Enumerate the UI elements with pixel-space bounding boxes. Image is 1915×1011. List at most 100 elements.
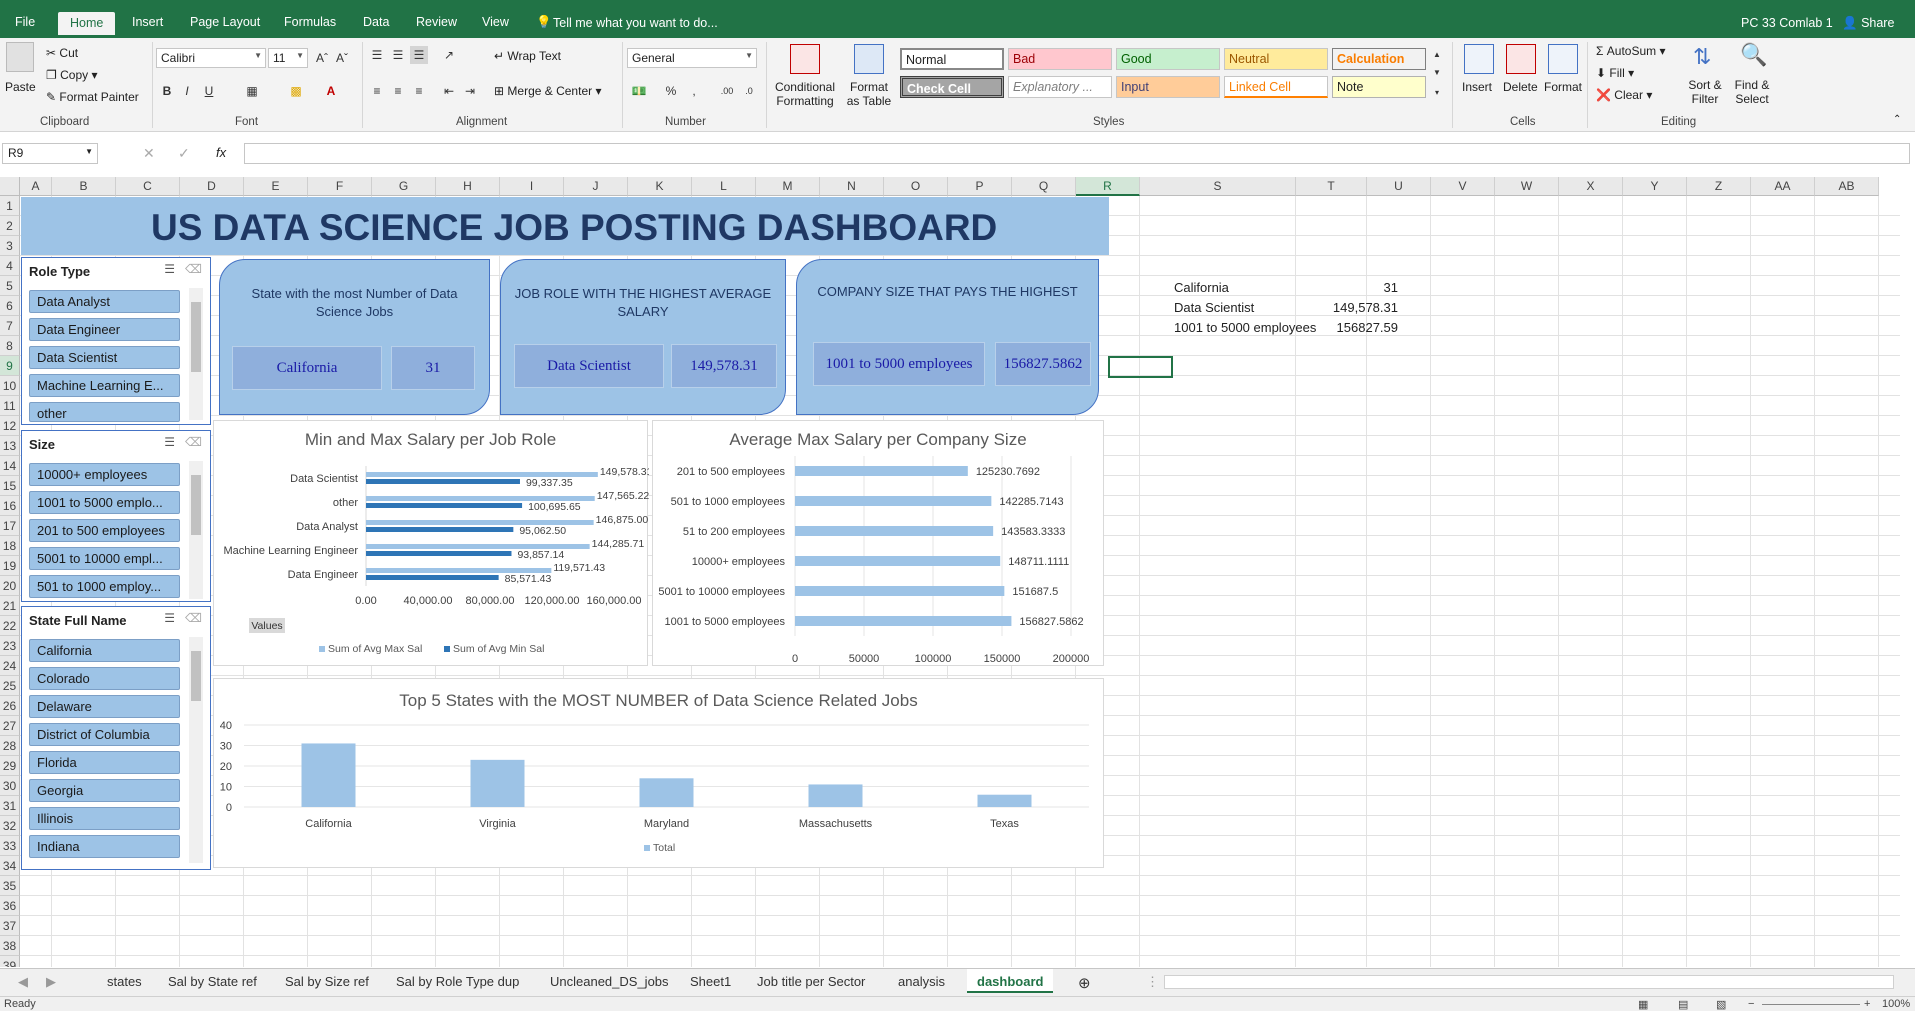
row-header-17[interactable]: 17 <box>0 516 20 536</box>
style-neutral[interactable]: Neutral <box>1224 48 1328 70</box>
clear-filter-icon[interactable]: ⌫ <box>185 611 202 625</box>
row-header-11[interactable]: 11 <box>0 396 20 416</box>
row-header-15[interactable]: 15 <box>0 476 20 496</box>
find-select-button[interactable]: Find & Select <box>1734 78 1770 106</box>
column-header-s[interactable]: S <box>1140 177 1296 196</box>
chart-avg-max-salary-size[interactable]: Average Max Salary per Company Size 0 500… <box>652 420 1104 666</box>
border-icon[interactable]: ▦ <box>246 84 258 98</box>
tab-file[interactable]: File <box>15 15 36 29</box>
page-break-view-icon[interactable]: ▧ <box>1716 999 1727 1011</box>
slicer-item[interactable]: Delaware <box>29 695 180 718</box>
row-header-36[interactable]: 36 <box>0 896 20 916</box>
row-header-26[interactable]: 26 <box>0 696 20 716</box>
row-header-18[interactable]: 18 <box>0 536 20 556</box>
column-header-aa[interactable]: AA <box>1751 177 1815 196</box>
column-header-a[interactable]: A <box>20 177 52 196</box>
tab-view[interactable]: View <box>482 15 509 29</box>
name-box[interactable]: R9 ▼ <box>2 143 98 164</box>
column-header-z[interactable]: Z <box>1687 177 1751 196</box>
row-header-32[interactable]: 32 <box>0 816 20 836</box>
column-header-r[interactable]: R <box>1076 177 1140 196</box>
tab-home[interactable]: Home <box>58 12 116 35</box>
format-cells-icon[interactable] <box>1548 44 1578 74</box>
column-header-c[interactable]: C <box>116 177 180 196</box>
column-header-h[interactable]: H <box>436 177 500 196</box>
multi-select-icon[interactable]: ☰ <box>164 611 176 625</box>
zoom-in-icon[interactable]: + <box>1864 998 1871 1010</box>
format-table-icon[interactable] <box>854 44 884 74</box>
row-header-6[interactable]: 6 <box>0 296 20 316</box>
user-name[interactable]: PC 33 Comlab 1 <box>1741 16 1833 30</box>
row-header-2[interactable]: 2 <box>0 216 20 236</box>
align-right-icon[interactable]: ≡ <box>415 84 423 98</box>
paste-icon[interactable] <box>6 42 34 72</box>
styles-more-icon[interactable]: ▾ <box>1434 88 1439 97</box>
grow-font-icon[interactable]: Aˆ <box>316 51 328 65</box>
share-button[interactable]: 👤 Share <box>1842 16 1894 31</box>
column-header-d[interactable]: D <box>180 177 244 196</box>
column-header-i[interactable]: I <box>500 177 564 196</box>
align-middle-icon[interactable]: ☰ <box>392 48 404 62</box>
column-header-l[interactable]: L <box>692 177 756 196</box>
sheet-tab-job-title-per-sector[interactable]: Job title per Sector <box>757 974 866 989</box>
normal-view-icon[interactable]: ▦ <box>1638 999 1649 1011</box>
row-header-12[interactable]: 12 <box>0 416 20 436</box>
tell-me-box[interactable]: Tell me what you want to do... <box>553 16 718 30</box>
paste-button[interactable]: Paste <box>5 80 36 94</box>
row-header-30[interactable]: 30 <box>0 776 20 796</box>
row-header-31[interactable]: 31 <box>0 796 20 816</box>
underline-icon[interactable]: U <box>204 84 214 98</box>
delete-cells-button[interactable]: Delete <box>1503 80 1538 94</box>
sheet-tab-sal-by-role-type-dup[interactable]: Sal by Role Type dup <box>396 974 520 989</box>
decrease-decimal-icon[interactable]: .0 <box>745 86 753 96</box>
slicer-item[interactable]: Indiana <box>29 835 180 858</box>
decrease-indent-icon[interactable]: ⇤ <box>443 84 455 98</box>
row-header-39[interactable]: 39 <box>0 956 20 967</box>
styles-scroll-down-icon[interactable]: ▼ <box>1433 68 1441 77</box>
scroll-thumb[interactable] <box>191 475 201 535</box>
tab-formulas[interactable]: Formulas <box>284 15 337 29</box>
row-header-13[interactable]: 13 <box>0 436 20 456</box>
row-header-28[interactable]: 28 <box>0 736 20 756</box>
align-top-icon[interactable]: ☰ <box>371 48 383 62</box>
style-calculation[interactable]: Calculation <box>1332 48 1426 70</box>
row-header-27[interactable]: 27 <box>0 716 20 736</box>
row-header-34[interactable]: 34 <box>0 856 20 876</box>
slicer-item[interactable]: Florida <box>29 751 180 774</box>
row-header-8[interactable]: 8 <box>0 336 20 356</box>
column-header-t[interactable]: T <box>1296 177 1367 196</box>
row-header-5[interactable]: 5 <box>0 276 20 296</box>
scroll-thumb[interactable] <box>191 651 201 701</box>
slicer-item[interactable]: Illinois <box>29 807 180 830</box>
slicer-scrollbar[interactable] <box>189 461 203 599</box>
multi-select-icon[interactable]: ☰ <box>164 435 176 449</box>
column-header-u[interactable]: U <box>1367 177 1431 196</box>
conditional-formatting-button[interactable]: Conditional Formatting <box>774 80 836 108</box>
fill-color-icon[interactable]: ▩ <box>290 84 302 98</box>
delete-cells-icon[interactable] <box>1506 44 1536 74</box>
orientation-icon[interactable]: ↗ <box>443 48 455 62</box>
sheet-tab-sal-by-state-ref[interactable]: Sal by State ref <box>168 974 257 989</box>
insert-function-icon[interactable]: fx <box>216 145 227 160</box>
number-format-combo[interactable]: General ▼ <box>627 48 757 68</box>
copy-button[interactable]: ❐ Copy ▾ <box>46 68 98 82</box>
style-good[interactable]: Good <box>1116 48 1220 70</box>
bold-icon[interactable]: B <box>162 84 172 98</box>
column-header-x[interactable]: X <box>1559 177 1623 196</box>
sheet-tab-sheet1[interactable]: Sheet1 <box>690 974 732 989</box>
slicer-item[interactable]: 201 to 500 employees <box>29 519 180 542</box>
row-header-16[interactable]: 16 <box>0 496 20 516</box>
comma-icon[interactable]: , <box>692 84 696 98</box>
row-header-3[interactable]: 3 <box>0 236 20 256</box>
increase-indent-icon[interactable]: ⇥ <box>464 84 476 98</box>
row-header-14[interactable]: 14 <box>0 456 20 476</box>
row-header-37[interactable]: 37 <box>0 916 20 936</box>
column-header-w[interactable]: W <box>1495 177 1559 196</box>
sort-filter-icon[interactable]: ⇅ <box>1693 44 1712 69</box>
column-header-k[interactable]: K <box>628 177 692 196</box>
column-header-o[interactable]: O <box>884 177 948 196</box>
horizontal-scrollbar[interactable] <box>1164 975 1894 989</box>
column-header-m[interactable]: M <box>756 177 820 196</box>
row-header-19[interactable]: 19 <box>0 556 20 576</box>
chart-top-states[interactable]: Top 5 States with the MOST NUMBER of Dat… <box>213 678 1104 868</box>
